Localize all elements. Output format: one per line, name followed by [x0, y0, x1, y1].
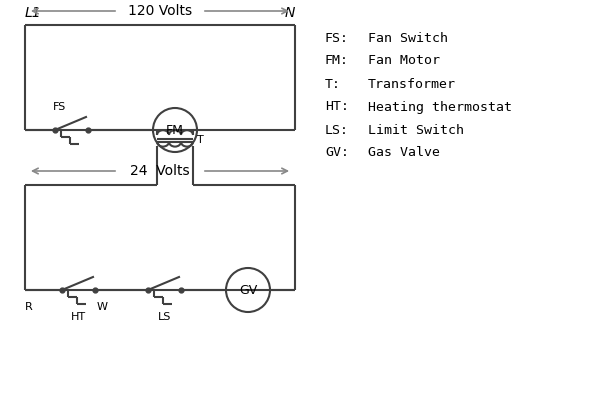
Text: LS: LS — [158, 312, 171, 322]
Text: Fan Motor: Fan Motor — [368, 54, 440, 68]
Text: T:: T: — [325, 78, 341, 90]
Text: FM:: FM: — [325, 54, 349, 68]
Text: R: R — [25, 302, 33, 312]
Text: FM: FM — [166, 124, 184, 136]
Text: 120 Volts: 120 Volts — [128, 4, 192, 18]
Text: W: W — [97, 302, 108, 312]
Text: Limit Switch: Limit Switch — [368, 124, 464, 136]
Text: LS:: LS: — [325, 124, 349, 136]
Text: 24  Volts: 24 Volts — [130, 164, 190, 178]
Text: Gas Valve: Gas Valve — [368, 146, 440, 160]
Text: HT:: HT: — [325, 100, 349, 114]
Text: N: N — [284, 6, 295, 20]
Text: Transformer: Transformer — [368, 78, 456, 90]
Text: GV: GV — [239, 284, 257, 296]
Text: HT: HT — [71, 312, 86, 322]
Text: T: T — [197, 135, 204, 145]
Text: L1: L1 — [25, 6, 42, 20]
Text: Heating thermostat: Heating thermostat — [368, 100, 512, 114]
Text: FS: FS — [53, 102, 66, 112]
Text: GV:: GV: — [325, 146, 349, 160]
Text: Fan Switch: Fan Switch — [368, 32, 448, 44]
Text: FS:: FS: — [325, 32, 349, 44]
